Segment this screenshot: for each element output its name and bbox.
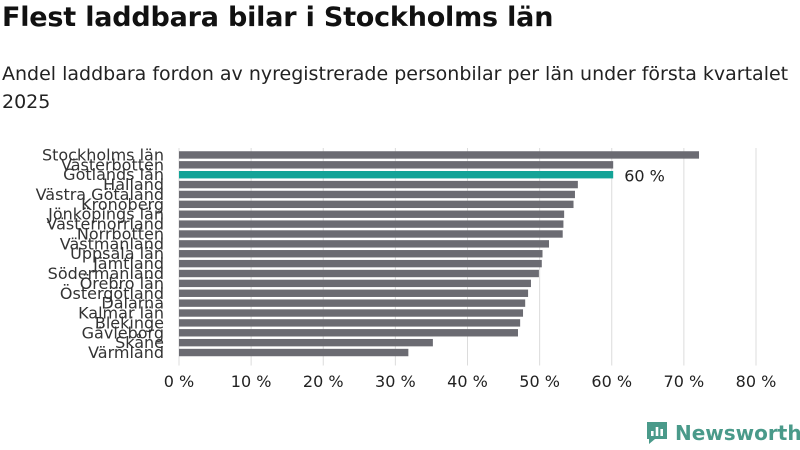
category-label: Halland (103, 175, 164, 194)
category-label: Gotlands län (63, 165, 164, 184)
category-label: Dalarna (101, 294, 164, 313)
highlight-value-label: 60 % (624, 167, 665, 186)
bar-stockholms-län (179, 151, 700, 159)
newsworthy-logo-icon (647, 422, 667, 444)
bar-skåne (179, 338, 433, 347)
bar-blekinge (179, 319, 521, 327)
x-tick-label: 0 % (164, 372, 194, 391)
x-tick-label: 80 % (736, 372, 777, 391)
category-label: Östergötland (60, 284, 164, 303)
bar-dalarna (179, 299, 526, 307)
category-label: Örebro län (80, 274, 164, 293)
category-label: Skåne (115, 333, 164, 352)
category-label: Västmanland (60, 234, 164, 253)
category-label: Värmland (88, 343, 164, 362)
bar-uppsala-län (179, 250, 543, 258)
x-tick-label: 10 % (231, 372, 272, 391)
category-label: Jönköpings län (47, 205, 164, 224)
category-label: Gävleborg (82, 323, 164, 342)
x-tick-label: 30 % (375, 372, 416, 391)
x-tick-label: 50 % (519, 372, 560, 391)
bars (179, 151, 700, 357)
brand-logo: Newsworthy (645, 420, 800, 446)
x-tick-label: 70 % (664, 372, 705, 391)
category-label: Södermanland (48, 264, 164, 283)
annotations: 60 % (624, 167, 665, 186)
bar-södermanland (179, 269, 539, 278)
category-label: Kalmar län (78, 304, 164, 323)
bar-jönköpings-län (179, 210, 565, 218)
category-label: Jämtland (92, 254, 164, 273)
bar-halland (179, 180, 578, 189)
brand-name: Newsworthy (675, 421, 800, 445)
chart-subtitle: Andel laddbara fordon av nyregistrerade … (2, 63, 789, 113)
bar-östergötland (179, 289, 529, 297)
category-label: Uppsala län (70, 244, 164, 263)
chart-title: Flest laddbara bilar i Stockholms län (2, 2, 554, 33)
bar-gävleborg (179, 329, 518, 337)
category-label: Blekinge (95, 313, 164, 332)
bar-västra-götaland (179, 190, 575, 199)
category-label: Norrbotten (77, 224, 164, 243)
bar-gotlands-län (179, 171, 614, 179)
x-tick-label: 40 % (447, 372, 488, 391)
bar-kalmar-län (179, 309, 524, 317)
bar-västernorrland (179, 220, 564, 228)
category-label: Västra Götaland (36, 185, 164, 204)
x-tick-label: 60 % (591, 372, 632, 391)
bar-västmanland (179, 240, 550, 248)
category-label: Stockholms län (42, 145, 164, 164)
bar-norrbotten (179, 230, 563, 238)
bar-jämtland (179, 259, 542, 268)
bar-värmland (179, 348, 409, 357)
category-label: Kronoberg (81, 195, 164, 214)
x-tick-label: 20 % (303, 372, 344, 391)
x-axis-ticks: 0 % 10 % 20 % 30 % 40 % 50 % 60 % 70 % 80 % (164, 372, 777, 391)
bar-västerbotten (179, 161, 614, 169)
category-label: Västerbotten (61, 155, 164, 174)
bar-örebro-län (179, 279, 531, 288)
category-label: Västernorrland (46, 215, 164, 234)
bar-kronoberg (179, 200, 574, 209)
